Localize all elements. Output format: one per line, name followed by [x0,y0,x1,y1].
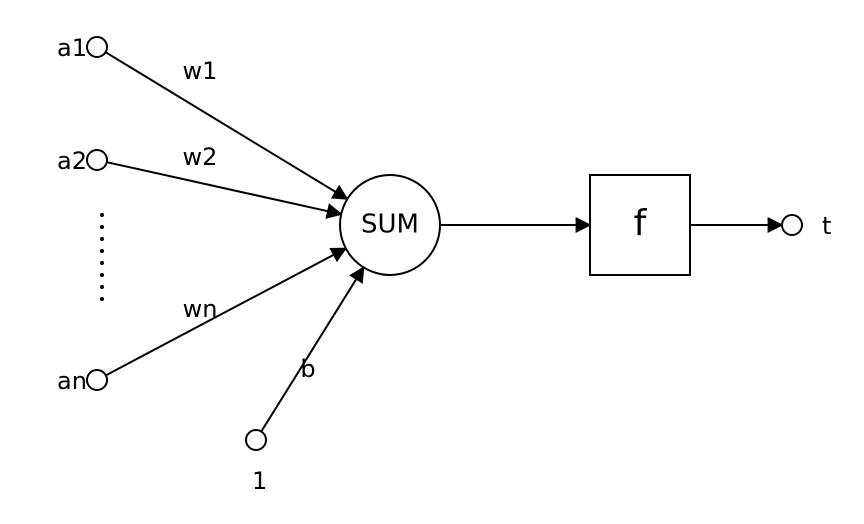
nodes-layer [87,37,802,450]
node-a2 [87,150,107,170]
edge-label-b: b [300,355,315,383]
node-label-sum: SUM [361,210,419,240]
node-label-one: 1 [252,467,267,495]
node-label-t: t [822,212,831,240]
ellipsis-dot [100,285,104,289]
ellipsis-dot [100,225,104,229]
labels-layer: w1 w2 wn b a1 a2 an 1 SUM f t [57,34,831,495]
perceptron-diagram: w1 w2 wn b a1 a2 an 1 SUM f t [0,0,864,524]
ellipsis-dot [100,213,104,217]
edge-label-wn: wn [183,295,218,323]
ellipsis-dot [100,273,104,277]
node-label-a1: a1 [57,34,87,62]
edge-a2-to-sum [107,162,341,214]
edge-label-w1: w1 [183,57,218,85]
node-label-f: f [634,203,648,244]
node-label-an: an [57,367,87,395]
edge-a1-to-sum [106,52,348,199]
ellipsis-dot [100,249,104,253]
ellipsis-dot [100,261,104,265]
node-one [246,430,266,450]
node-an [87,370,107,390]
edge-label-w2: w2 [183,143,218,171]
edge-one-to-sum [261,267,363,431]
node-label-a2: a2 [57,147,87,175]
node-t [782,215,802,235]
ellipsis-dot [100,297,104,301]
ellipsis-dot [100,237,104,241]
node-a1 [87,37,107,57]
